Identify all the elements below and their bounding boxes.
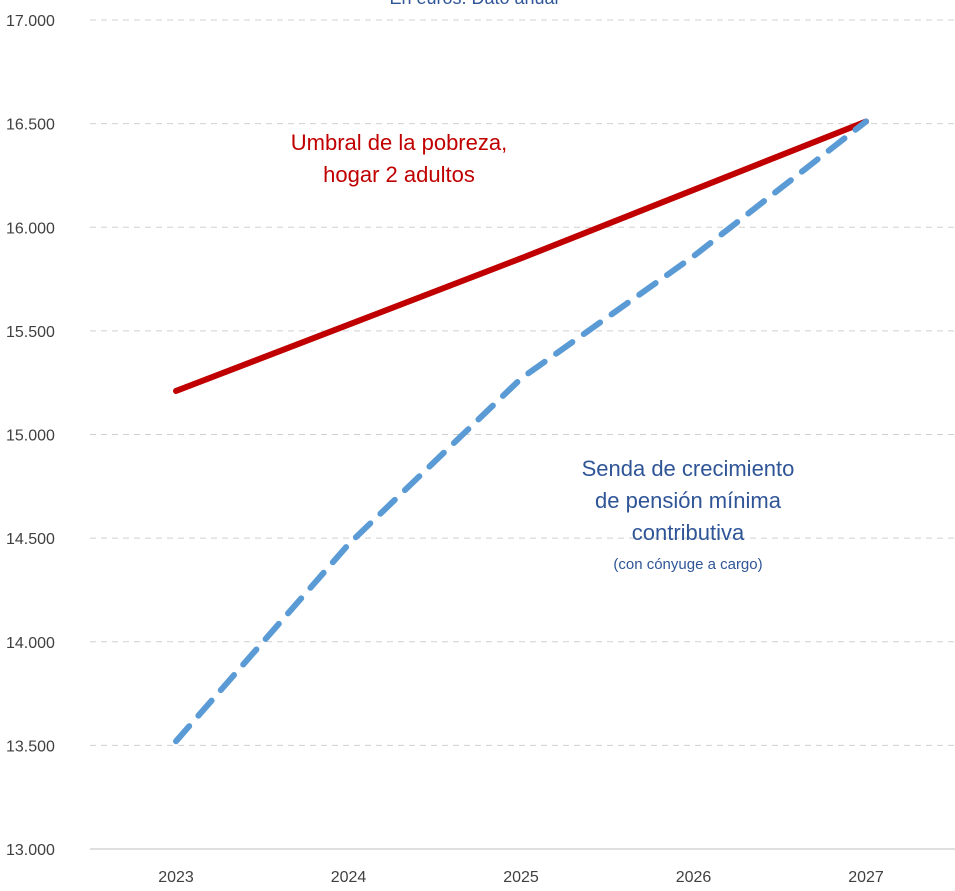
y-tick-label: 13.000 xyxy=(6,842,55,859)
y-tick-label: 13.500 xyxy=(6,738,55,755)
x-tick-label: 2025 xyxy=(503,869,539,886)
blue-series-note: (con cónyuge a cargo) xyxy=(613,556,762,573)
y-tick-label: 17.000 xyxy=(6,13,55,30)
blue-series-label-line3: contributiva xyxy=(632,520,745,545)
chart-subtitle: En euros. Dato anual xyxy=(389,0,558,8)
x-tick-label: 2027 xyxy=(848,869,884,886)
x-tick-label: 2024 xyxy=(331,869,367,886)
red-series-label-line1: Umbral de la pobreza, xyxy=(291,130,507,155)
y-tick-label: 14.500 xyxy=(6,531,55,548)
x-tick-label: 2023 xyxy=(158,869,194,886)
y-tick-label: 16.000 xyxy=(6,220,55,237)
y-tick-label: 14.000 xyxy=(6,635,55,652)
y-tick-label: 15.000 xyxy=(6,428,55,445)
series-lines xyxy=(173,118,869,745)
poverty-threshold-line xyxy=(173,118,869,394)
gridlines xyxy=(90,19,955,746)
y-tick-label: 15.500 xyxy=(6,324,55,341)
x-axis-ticks: 2023 2024 2025 2026 2027 xyxy=(158,869,884,886)
y-tick-label: 16.500 xyxy=(6,117,55,134)
red-series-label-line2: hogar 2 adultos xyxy=(323,162,475,187)
blue-series-label-line1: Senda de crecimiento xyxy=(582,456,795,481)
blue-series-label-line2: de pensión mínima xyxy=(595,488,782,513)
x-tick-label: 2026 xyxy=(676,869,712,886)
y-axis-ticks: 13.000 13.500 14.000 14.500 15.000 15.500 16.0… xyxy=(6,13,55,859)
minimum-pension-line xyxy=(173,118,869,745)
